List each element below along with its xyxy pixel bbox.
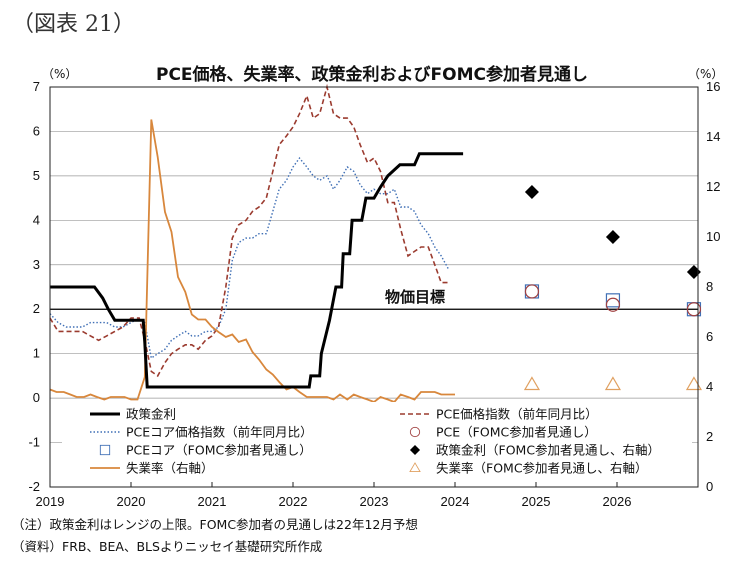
legend-swatch (409, 462, 421, 473)
legend-marker (409, 462, 421, 473)
figure-label: （図表 21） (12, 12, 135, 37)
chart-title: PCE価格、失業率、政策金利およびFOMC参加者見通し (156, 64, 588, 85)
legend-label: 政策金利 (126, 407, 176, 422)
x-tick-label: 2020 (117, 494, 146, 509)
legend-label: PCE（FOMC参加者見通し） (436, 425, 597, 440)
left-tick-label: 2 (33, 301, 40, 316)
x-tick-label: 2022 (279, 494, 308, 509)
legend-box (62, 402, 692, 478)
right-tick-label: 14 (706, 129, 720, 144)
legend-swatch (99, 444, 111, 456)
right-tick-label: 2 (706, 429, 713, 444)
legend-item: 政策金利 (90, 407, 176, 422)
right-tick-label: 8 (706, 279, 713, 294)
policy_rate-line (50, 152, 464, 389)
proj_unemp-marker (523, 376, 540, 391)
x-tick-label: 2019 (36, 494, 65, 509)
left-tick-label: -2 (28, 479, 40, 494)
legend: 政策金利 PCE価格指数（前年同月比） PCEコア価格指数（前年同月比） PCE（FO… (62, 402, 692, 478)
source-note: （資料）FRB、BEA、BLSよりニッセイ基礎研究所作成 (12, 539, 323, 554)
left-tick-label: 0 (33, 390, 40, 405)
x-tick-label: 2026 (603, 494, 632, 509)
footnote: （注）政策金利はレンジの上限。FOMC参加者の見通しは22年12月予想 (12, 517, 418, 532)
left-tick-label: -1 (28, 435, 40, 450)
x-tick-label: 2024 (441, 494, 470, 509)
core_pce-line (49, 156, 450, 360)
proj_policy-marker (686, 265, 701, 279)
proj_pce-marker (605, 297, 621, 312)
legend-label: PCEコア（FOMC参加者見通し） (126, 443, 312, 458)
proj_unemp-marker (604, 376, 621, 391)
legend-item: PCEコア（FOMC参加者見通し） (99, 443, 312, 458)
legend-label: PCEコア価格指数（前年同月比） (126, 425, 313, 440)
legend-label: 失業率（FOMC参加者見通し、右軸） (436, 461, 648, 476)
left-axis-unit: （%） (42, 67, 77, 81)
left-tick-label: 3 (33, 257, 40, 272)
legend-marker (409, 426, 421, 438)
proj_pce-marker (686, 302, 702, 317)
x-tick-label: 2023 (360, 494, 389, 509)
left-tick-label: 4 (33, 212, 40, 227)
left-tick-label: 7 (33, 79, 40, 94)
legend-label: 政策金利（FOMC参加者見通し、右軸） (436, 443, 660, 458)
right-axis-unit: （%） (688, 67, 723, 81)
series-lines (49, 83, 464, 404)
right-tick-label: 6 (706, 329, 713, 344)
left-tick-label: 6 (33, 123, 40, 138)
legend-item: PCE価格指数（前年同月比） (400, 407, 598, 422)
legend-marker (99, 444, 111, 456)
right-tick-label: 4 (706, 379, 713, 394)
projection-markers (523, 185, 702, 391)
proj_unemp-marker (685, 376, 702, 391)
unemployment-line (49, 119, 455, 404)
axes (49, 86, 699, 488)
left-tick-label: 1 (33, 346, 40, 361)
proj_policy-marker (524, 185, 539, 199)
legend-item: PCE（FOMC参加者見通し） (409, 425, 597, 440)
left-tick-label: 5 (33, 168, 40, 183)
right-tick-label: 10 (706, 229, 720, 244)
legend-swatch (409, 426, 421, 438)
right-tick-label: 12 (706, 179, 720, 194)
proj_policy-marker (605, 230, 620, 244)
legend-item: 政策金利（FOMC参加者見通し、右軸） (409, 443, 660, 458)
right-tick-label: 16 (706, 79, 720, 94)
proj_pce-marker (524, 284, 540, 299)
right-tick-label: 0 (706, 479, 713, 494)
x-tick-label: 2021 (198, 494, 227, 509)
legend-item: 失業率（右軸） (90, 461, 214, 476)
reference-line-label: 物価目標 (385, 288, 445, 306)
legend-label: PCE価格指数（前年同月比） (436, 407, 598, 422)
x-tick-label: 2025 (522, 494, 551, 509)
proj_core-marker (605, 293, 621, 308)
legend-item: 失業率（FOMC参加者見通し、右軸） (409, 461, 648, 476)
pce-line (49, 83, 449, 378)
legend-item: PCEコア価格指数（前年同月比） (90, 425, 313, 440)
legend-label: 失業率（右軸） (126, 461, 214, 476)
